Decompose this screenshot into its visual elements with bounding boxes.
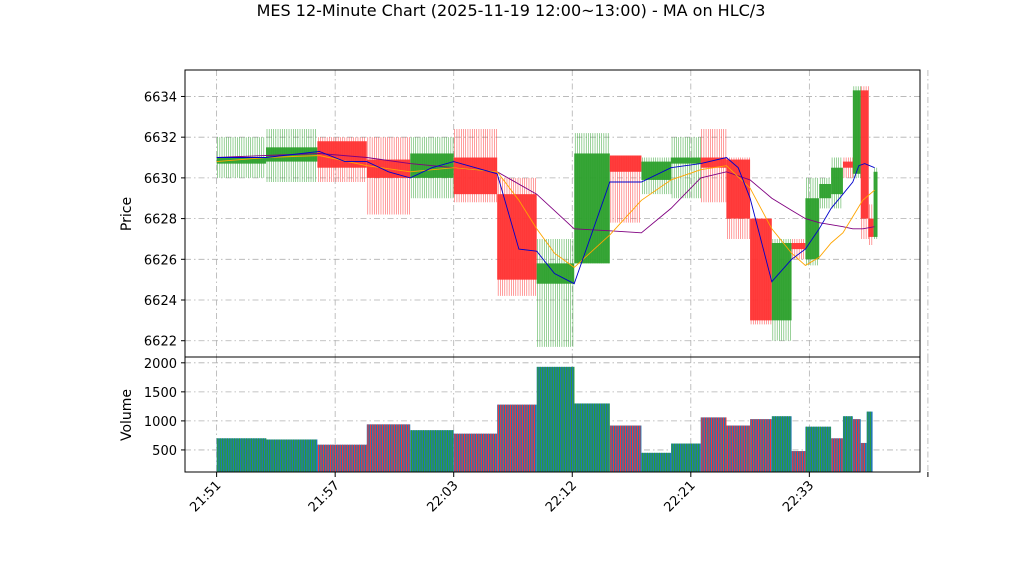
price-y-tick-label: 6628	[144, 213, 177, 228]
price-y-tick-label: 6630	[144, 172, 177, 187]
volume-bars	[216, 366, 873, 472]
x-ticks: 21:51 21:57 22:03 22:12 22:21 22:33	[187, 472, 929, 515]
price-y-tick-label: 6632	[144, 131, 177, 146]
volume-bar	[700, 417, 727, 472]
candle	[700, 129, 727, 203]
volume-y-tick-label: 1500	[144, 386, 177, 401]
volume-bar	[453, 433, 498, 472]
ma-mid-line	[216, 155, 875, 268]
candle	[791, 238, 806, 260]
volume-bar	[536, 366, 575, 472]
volume-bar	[266, 439, 318, 472]
price-y-tick-label: 6622	[144, 335, 177, 350]
price-moving-averages	[216, 150, 875, 285]
price-y-tick-label: 6634	[144, 90, 177, 105]
candle	[671, 137, 701, 199]
volume-bar	[771, 416, 792, 472]
volume-bar	[609, 425, 642, 472]
volume-bar	[671, 443, 701, 472]
volume-y-tick-label: 2000	[144, 357, 177, 372]
volume-bar	[791, 451, 806, 472]
x-tick-label: 22:33	[780, 478, 817, 515]
volume-bar	[866, 411, 873, 472]
candle	[842, 157, 854, 178]
candle	[497, 177, 537, 296]
candle	[536, 238, 575, 347]
volume-bar	[641, 452, 672, 472]
x-tick-label: 22:21	[662, 478, 699, 515]
volume-y-tick-label: 500	[152, 444, 177, 459]
volume-bar	[317, 444, 368, 472]
chart-title: MES 12-Minute Chart (2025-11-19 12:00~13…	[257, 1, 766, 20]
volume-bar	[842, 416, 853, 472]
volume-bar	[366, 424, 411, 472]
volume-axes-frame	[184, 356, 921, 473]
candle	[641, 157, 672, 195]
volume-bar	[831, 438, 843, 472]
candle	[868, 204, 874, 246]
volume-bar	[574, 403, 610, 472]
price-grid	[185, 70, 929, 357]
volume-axis-label: Volume	[119, 389, 135, 441]
x-tick-label: 21:51	[187, 478, 224, 515]
x-tick-label: 22:12	[543, 478, 580, 515]
volume-bar	[860, 442, 867, 472]
candle	[819, 177, 832, 209]
candle	[609, 155, 642, 223]
volume-bar	[805, 426, 820, 472]
price-y-tick-label: 6624	[144, 294, 177, 309]
volume-bar	[497, 404, 537, 472]
candle	[771, 238, 792, 341]
candle	[574, 133, 610, 264]
candle	[726, 157, 751, 239]
volume-y-tick-label: 1000	[144, 415, 177, 430]
volume-panel: 500 1000 1500 2000 Volume 21:51 21:57 22:03 22…	[119, 356, 929, 515]
candle	[750, 218, 772, 325]
candle	[860, 86, 869, 239]
candle	[852, 86, 861, 178]
volume-bar	[852, 419, 861, 472]
volume-bar	[819, 426, 832, 472]
x-tick-label: 22:03	[424, 478, 461, 515]
price-panel: 6622 6624 6626 6628 6630 6632 6634 Price	[119, 69, 929, 358]
price-y-tick-label: 6626	[144, 253, 177, 268]
volume-bar	[726, 425, 751, 472]
price-axis-label: Price	[119, 197, 135, 231]
ma-fast-line	[216, 150, 875, 285]
candle	[453, 129, 498, 203]
ma-slow-line	[216, 153, 875, 234]
volume-bar	[750, 419, 772, 472]
price-candles	[216, 86, 878, 347]
volume-y-ticks: 500 1000 1500 2000	[144, 357, 185, 459]
candle	[873, 167, 878, 239]
x-tick-label: 21:57	[306, 478, 343, 515]
candle	[410, 137, 454, 199]
price-y-ticks: 6622 6624 6626 6628 6630 6632 6634	[144, 90, 185, 350]
candle	[317, 137, 367, 182]
volume-bar	[216, 438, 267, 472]
volume-bar	[410, 430, 454, 472]
